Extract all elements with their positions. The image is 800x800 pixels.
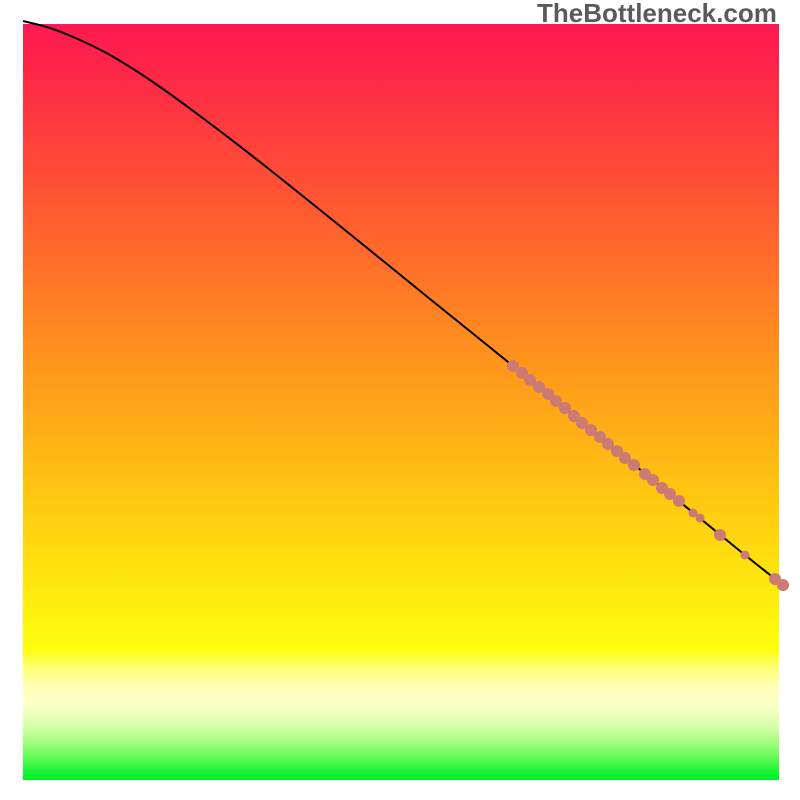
data-marker	[741, 551, 750, 560]
data-marker	[714, 529, 726, 541]
data-marker	[559, 402, 571, 414]
data-marker	[673, 495, 685, 507]
gradient-background	[23, 24, 779, 780]
curve-layer	[0, 0, 800, 800]
data-marker	[696, 514, 705, 523]
plot-area	[23, 24, 779, 780]
watermark-text: TheBottleneck.com	[537, 0, 777, 29]
bottleneck-chart: TheBottleneck.com	[0, 0, 800, 800]
data-marker	[647, 474, 659, 486]
data-marker	[628, 459, 640, 471]
data-marker	[777, 579, 789, 591]
